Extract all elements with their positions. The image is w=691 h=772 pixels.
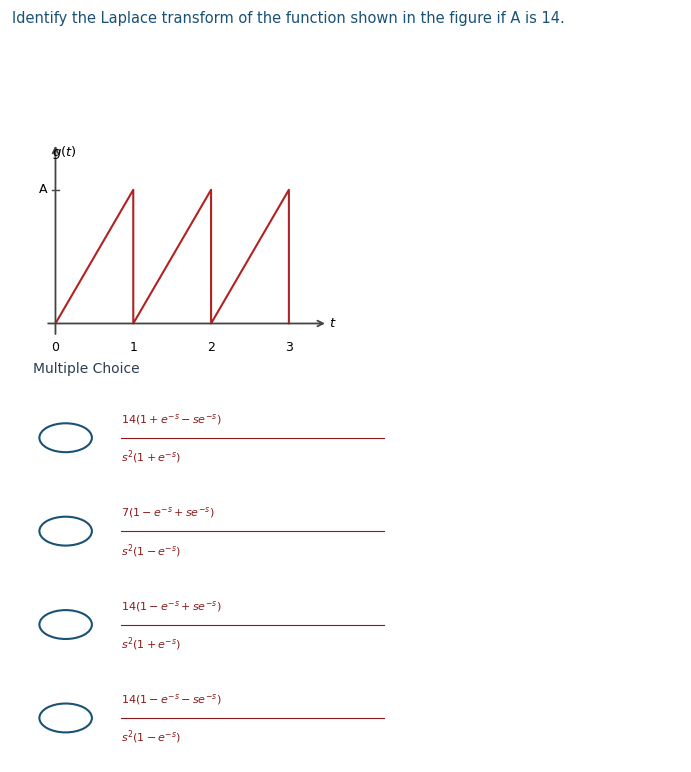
Text: 3: 3 (285, 341, 293, 354)
Text: $s^2(1 - e^{-s})$: $s^2(1 - e^{-s})$ (121, 542, 181, 560)
Text: Identify the Laplace transform of the function shown in the figure if A is 14.: Identify the Laplace transform of the fu… (12, 11, 565, 26)
Text: $14(1 - e^{-s} - se^{-s})$: $14(1 - e^{-s} - se^{-s})$ (121, 692, 222, 707)
Text: $s^2(1 + e^{-s})$: $s^2(1 + e^{-s})$ (121, 635, 181, 653)
Text: $t$: $t$ (330, 317, 337, 330)
Text: 0: 0 (51, 341, 59, 354)
Text: $14(1 - e^{-s} + se^{-s})$: $14(1 - e^{-s} + se^{-s})$ (121, 598, 222, 614)
Text: $7(1 - e^{-s} + se^{-s})$: $7(1 - e^{-s} + se^{-s})$ (121, 505, 214, 520)
Text: $s^2(1 - e^{-s})$: $s^2(1 - e^{-s})$ (121, 729, 181, 747)
Text: A: A (39, 183, 48, 196)
Text: 1: 1 (129, 341, 138, 354)
Text: $g(t)$: $g(t)$ (52, 144, 76, 161)
Text: $s^2(1 + e^{-s})$: $s^2(1 + e^{-s})$ (121, 449, 181, 466)
Text: Multiple Choice: Multiple Choice (33, 361, 140, 376)
Text: $14(1 + e^{-s} - se^{-s})$: $14(1 + e^{-s} - se^{-s})$ (121, 411, 222, 427)
Text: 2: 2 (207, 341, 215, 354)
